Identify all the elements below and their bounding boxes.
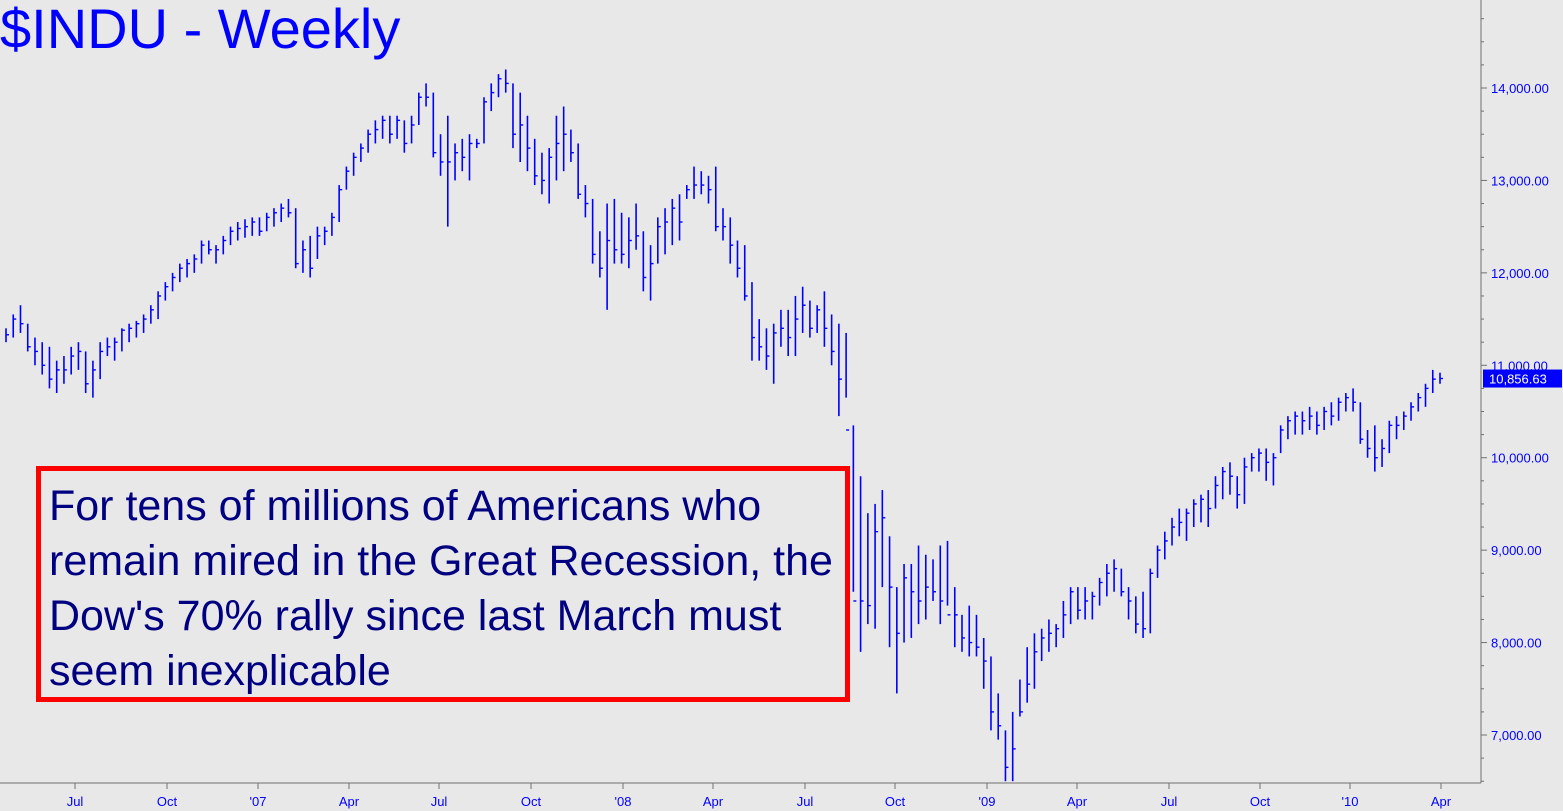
x-tick-label: '09: [979, 794, 996, 809]
y-tick-label: 9,000.00: [1491, 543, 1542, 558]
y-tick-label: 10,000.00: [1491, 451, 1549, 466]
annotation-text: For tens of millions of Americans who re…: [49, 482, 833, 695]
x-tick-label: '08: [615, 794, 632, 809]
y-tick-label: 14,000.00: [1491, 81, 1549, 96]
x-tick-label: Apr: [1067, 794, 1088, 809]
annotation-box: For tens of millions of Americans who re…: [36, 466, 850, 702]
x-tick-label: '10: [1342, 794, 1359, 809]
last-price-label: 10,856.63: [1489, 372, 1547, 387]
y-tick-label: 11,000.00: [1491, 358, 1548, 373]
x-tick-label: Apr: [703, 794, 724, 809]
x-tick-label: Jul: [1161, 794, 1178, 809]
x-tick-label: Oct: [521, 794, 542, 809]
x-tick-label: Oct: [157, 794, 178, 809]
x-tick-label: Jul: [67, 794, 84, 809]
y-tick-label: 7,000.00: [1491, 728, 1542, 743]
y-tick-label: 12,000.00: [1491, 266, 1549, 281]
x-tick-label: Apr: [339, 794, 360, 809]
x-tick-label: Jul: [797, 794, 814, 809]
x-tick-label: '07: [250, 794, 267, 809]
last-price-marker: [1483, 369, 1562, 388]
chart-title: $INDU - Weekly: [0, 0, 401, 60]
x-tick-label: Jul: [431, 794, 448, 809]
x-tick-label: Oct: [1250, 794, 1271, 809]
x-tick-label: Oct: [885, 794, 906, 809]
price-bars: [5, 69, 1443, 782]
y-tick-label: 8,000.00: [1491, 636, 1542, 651]
x-tick-label: Apr: [1431, 794, 1452, 809]
y-tick-label: 13,000.00: [1491, 173, 1549, 188]
